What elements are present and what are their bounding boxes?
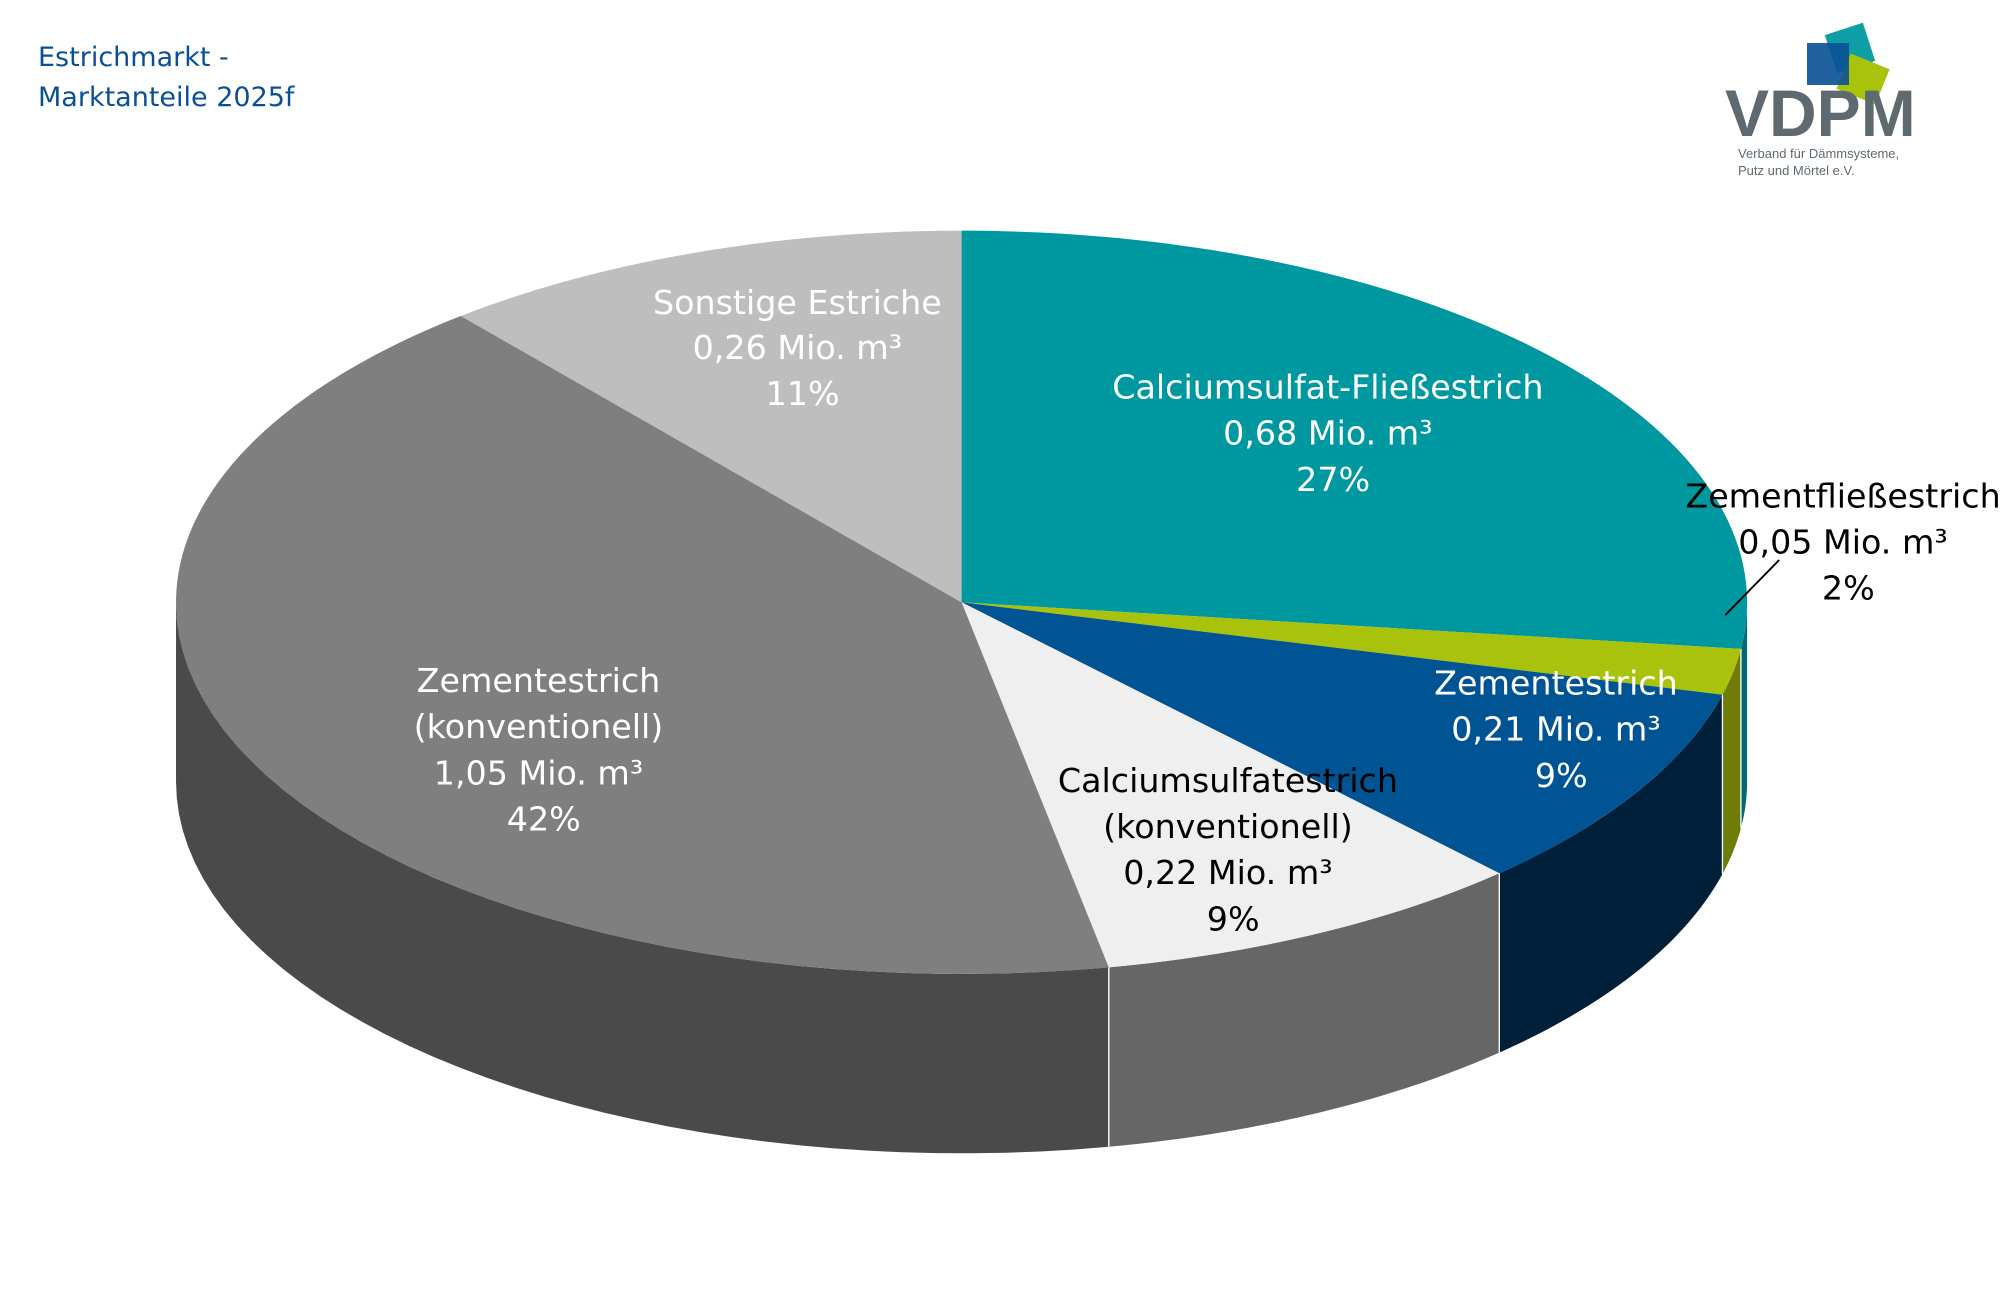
svg-text:Putz und Mörtel e.V.: Putz und Mörtel e.V. <box>1738 163 1855 178</box>
slice-side-zementestrich-konventionell- <box>176 602 1109 1154</box>
label-calciumsulfat-fliessestrich: Calciumsulfat-Fließestrich 0,68 Mio. m³ … <box>1112 368 1554 499</box>
slice-zementflie-estrich <box>961 602 1741 695</box>
label-zementestrich: Zementestrich 0,21 Mio. m³ 9% <box>1434 664 1688 795</box>
leader-line <box>1724 559 1780 616</box>
slice-side-calciumsulfat-flie-estrich <box>1740 602 1748 829</box>
slice-side-zementestrich <box>1499 694 1723 1053</box>
slice-sonstige-estriche <box>460 230 962 603</box>
label-zementfliessestrich: Zementfließestrich 0,05 Mio. m³ 2% <box>1685 476 2000 607</box>
slice-zementestrich <box>961 602 1723 874</box>
slice-calciumsulfat-flie-estrich <box>961 230 1748 649</box>
slice-calciumsulfatestrich-konventionell- <box>961 602 1500 968</box>
vdpm-logo: VDPM Verband für Dämmsysteme, Putz und M… <box>1725 22 1916 178</box>
slice-zementestrich-konventionell- <box>176 315 1109 974</box>
label-calciumsulfatestrich-konventionell: Calciumsulfatestrich (konventionell) 0,2… <box>1058 761 1409 938</box>
slice-side-zementflie-estrich <box>1722 648 1741 875</box>
svg-text:Verband für Dämmsysteme,: Verband für Dämmsysteme, <box>1738 146 1899 161</box>
title-line-2: Marktanteile 2025f <box>38 82 295 113</box>
slice-side-calciumsulfatestrich-konventionell- <box>1108 873 1500 1147</box>
label-sonstige: Sonstige Estriche 0,26 Mio. m³ 11% <box>653 283 952 413</box>
svg-text:VDPM: VDPM <box>1725 76 1916 150</box>
chart-title: Estrichmarkt - Marktanteile 2025f <box>38 38 294 118</box>
title-line-1: Estrichmarkt - <box>38 42 229 73</box>
label-zementestrich-konventionell: Zementestrich (konventionell) 1,05 Mio. … <box>414 661 674 838</box>
